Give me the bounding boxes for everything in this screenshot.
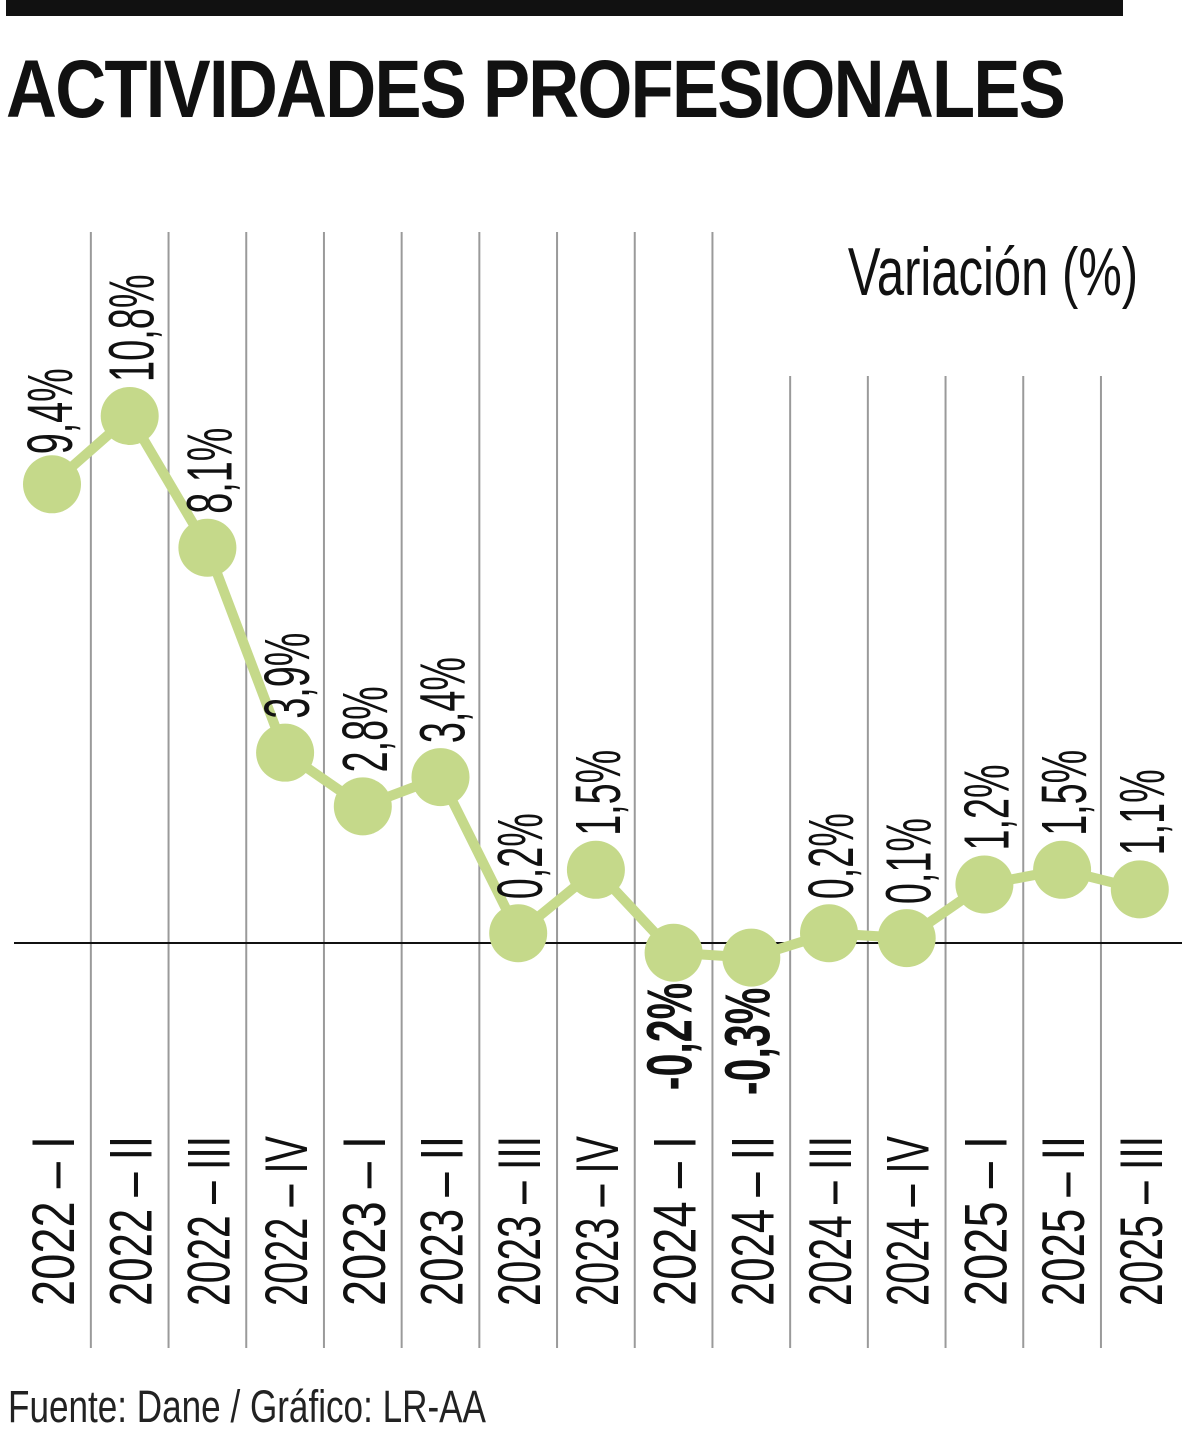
data-label: 1,5% (562, 750, 634, 836)
data-point (644, 923, 703, 982)
data-points (23, 386, 1169, 987)
x-tick-label: 2024 – III (797, 1136, 864, 1306)
gridlines (89, 232, 1102, 1348)
data-point (1033, 840, 1092, 899)
data-point (23, 455, 81, 514)
source-note: Fuente: Dane / Gráfico: LR-AA (8, 1381, 486, 1432)
x-tick-label: 2024 – I (642, 1136, 709, 1306)
x-tick-label: 2023 – III (486, 1136, 553, 1306)
data-point (722, 928, 781, 987)
x-tick-labels: 2022 – I 2022 – II 2022 – III 2022 – IV 2023… (20, 1136, 1175, 1306)
data-point (411, 748, 470, 807)
data-point (256, 723, 315, 782)
data-label: 0,2% (484, 813, 556, 899)
data-label: 1,5% (1028, 750, 1100, 836)
data-label: 0,2% (795, 813, 867, 899)
x-tick-label: 2025 – III (1108, 1136, 1175, 1306)
data-point (100, 386, 159, 445)
x-tick-label: 2025 – II (1030, 1136, 1097, 1306)
data-label: 3,4% (407, 657, 479, 743)
x-tick-label: 2025 – I (952, 1136, 1019, 1306)
data-point (333, 777, 392, 836)
data-label: 8,1% (173, 428, 245, 514)
top-rule (6, 0, 1123, 16)
data-label: 1,2% (950, 764, 1022, 850)
data-point (955, 855, 1014, 914)
y-axis-label: Variación (%) (847, 234, 1138, 310)
x-tick-label: 2022 – IV (253, 1136, 320, 1306)
x-tick-label: 2023 – IV (564, 1136, 631, 1306)
data-point (489, 904, 548, 963)
x-tick-label: 2022 – I (20, 1136, 87, 1306)
data-label: 3,9% (251, 633, 323, 719)
data-point (1110, 860, 1169, 919)
data-point (877, 909, 936, 968)
data-point (178, 518, 237, 577)
data-label: -0,3% (711, 988, 783, 1096)
chart-title: ACTIVIDADES PROFESIONALES (6, 44, 1066, 135)
data-labels: 9,4% 10,8%8,1%3,9% 2,8% 3,4%0,2% 1,5%-0,2% -0… (14, 274, 1178, 1095)
x-tick-label: 2023 – II (409, 1136, 476, 1306)
data-label: 0,1% (873, 818, 945, 904)
data-point (800, 904, 858, 963)
x-tick-label: 2024 – II (719, 1136, 786, 1306)
data-label: -0,2% (634, 983, 706, 1091)
data-point (566, 840, 625, 899)
x-tick-label: 2022 – II (98, 1136, 165, 1306)
x-tick-label: 2024 – IV (875, 1136, 942, 1306)
data-label: 9,4% (14, 368, 86, 454)
data-label: 10,8% (96, 274, 168, 382)
x-tick-label: 2022 – III (175, 1136, 242, 1306)
data-label: 2,8% (329, 686, 401, 772)
x-tick-label: 2023 – I (331, 1136, 398, 1306)
data-label: 1,1% (1106, 769, 1178, 855)
